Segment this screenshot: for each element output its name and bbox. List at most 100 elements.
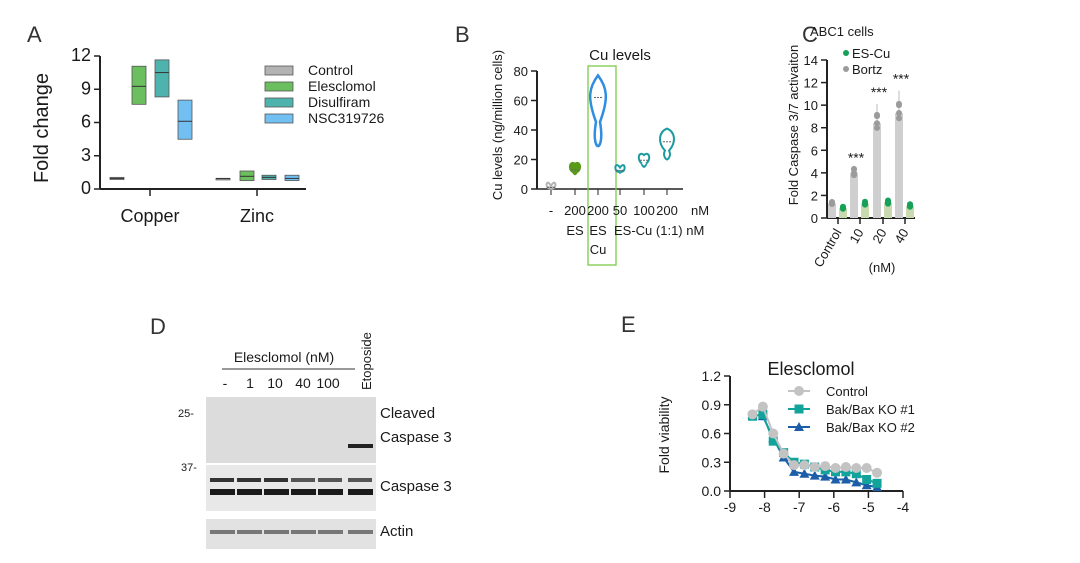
band-caspase3-lower <box>210 489 235 495</box>
chart-title: Cu levels <box>589 47 651 64</box>
significance-label: *** <box>871 84 888 100</box>
band-caspase3-upper <box>318 478 342 482</box>
legend-label: Disulfiram <box>308 94 370 110</box>
x-tick-label: 10 <box>846 226 866 246</box>
dose-label: nM <box>691 203 709 218</box>
bar-es-cu <box>884 202 892 218</box>
legend-label: Elesclomol <box>308 78 376 94</box>
chart-title: Elesclomol <box>767 359 854 379</box>
blot-label: Cleaved <box>380 405 435 422</box>
data-point <box>799 460 810 471</box>
y-axis-label: Fold change <box>31 73 53 183</box>
panel-d-western-blot: Elesclomol (nM)- 1 10 40 100 Etoposide 25- 37- C… <box>178 332 452 549</box>
violin <box>589 73 607 148</box>
x-tick-label: Zinc <box>240 206 274 226</box>
legend-label: Bak/Bax KO #1 <box>826 402 915 417</box>
band-actin <box>210 530 235 534</box>
band-caspase3-lower <box>291 489 316 495</box>
data-point <box>757 401 768 412</box>
band-actin <box>264 530 289 534</box>
legend-label: Control <box>826 384 868 399</box>
y-tick-label: 1.2 <box>702 368 722 384</box>
panel-label-e: E <box>621 312 636 337</box>
box-nsc319726 <box>284 174 300 181</box>
band-actin <box>348 530 373 534</box>
legend-marker <box>794 422 804 431</box>
band-caspase3-upper <box>237 478 261 482</box>
y-axis-label: Fold viability <box>656 396 672 473</box>
dose-label: 50 <box>613 203 627 218</box>
band-caspase3-lower <box>318 489 343 495</box>
panel-e-chart: 0.0 0.3 0.6 0.9 1.2 -9 -8 -7 -6 -5 -4 Fold viabilit… <box>656 359 915 515</box>
data-point <box>809 470 820 480</box>
band-caspase3-upper <box>210 478 234 482</box>
data-point <box>851 463 862 473</box>
dose-label: 200 <box>656 203 678 218</box>
y-tick-label: 0.0 <box>702 483 722 499</box>
point-es-cu <box>840 203 846 210</box>
violin <box>568 162 582 176</box>
y-tick-label: 0 <box>81 178 91 198</box>
point-es-cu <box>862 198 868 205</box>
y-tick-label: 2 <box>811 188 818 203</box>
mw-marker: 25- <box>178 408 194 420</box>
blot-header: Elesclomol (nM) <box>234 349 334 365</box>
bar-bortz <box>873 123 881 218</box>
box-nsc319726 <box>177 99 193 140</box>
box-elesclomol <box>131 65 147 105</box>
data-point <box>747 409 758 420</box>
data-point <box>840 462 851 473</box>
y-tick-label: 0.9 <box>702 397 722 413</box>
panel-label-a: A <box>27 22 42 47</box>
y-tick-label: 0.6 <box>702 426 722 442</box>
panel-b-chart: 0 20 40 60 80 Cu levels (ng/million cells) Cu … <box>490 47 709 266</box>
data-point <box>789 466 800 476</box>
y-tick-label: 12 <box>804 76 818 91</box>
blot-membrane <box>206 397 376 463</box>
panel-a-chart: 0 3 6 9 12 Fold change Copper Zinc ControlElescl… <box>31 45 384 226</box>
legend-label: Bak/Bax KO #2 <box>826 420 915 435</box>
y-tick-label: 14 <box>804 53 818 68</box>
y-tick-label: 3 <box>81 145 91 165</box>
data-point <box>778 448 789 459</box>
data-point <box>872 467 883 478</box>
y-tick-label: 0 <box>811 211 818 226</box>
band-caspase3-lower <box>237 489 262 495</box>
x-tick-label: Control <box>811 226 845 270</box>
legend-label: NSC319726 <box>308 110 384 126</box>
data-point <box>809 462 820 473</box>
point-bortz <box>874 124 880 131</box>
point-bortz <box>896 110 902 117</box>
y-tick-label: 6 <box>811 143 818 158</box>
violin <box>545 181 557 191</box>
x-tick-label: -7 <box>793 499 806 515</box>
data-point <box>840 474 851 484</box>
band-actin <box>318 530 343 534</box>
point-es-cu <box>907 201 913 208</box>
y-tick-label: 60 <box>514 94 528 109</box>
chart-title: ABC1 cells <box>810 24 874 39</box>
blot-label: Actin <box>380 523 413 540</box>
data-point <box>820 461 831 472</box>
mw-marker: 37- <box>181 462 197 474</box>
y-tick-label: 20 <box>514 153 528 168</box>
lane-label: 1 <box>246 375 254 391</box>
bar-es-cu <box>839 207 847 218</box>
x-tick-label: Copper <box>120 206 179 226</box>
y-tick-label: 12 <box>71 45 91 65</box>
legend-swatch <box>264 65 294 76</box>
x-tick-label: -5 <box>862 499 875 515</box>
legend-marker <box>794 404 804 414</box>
dose-label: 200 <box>564 203 586 218</box>
x-tick-label: -6 <box>828 499 841 515</box>
lane-label: 10 <box>267 375 283 391</box>
blot-label: Caspase 3 <box>380 478 452 495</box>
dose-label: 200 <box>587 203 609 218</box>
legend-marker <box>843 66 849 72</box>
legend-marker <box>794 386 804 396</box>
bar-es-cu <box>861 203 869 218</box>
y-tick-label: 4 <box>811 166 818 181</box>
lane-label-etoposide: Etoposide <box>359 332 374 390</box>
y-tick-label: 0 <box>521 182 528 197</box>
x-tick-label: -4 <box>897 499 910 515</box>
